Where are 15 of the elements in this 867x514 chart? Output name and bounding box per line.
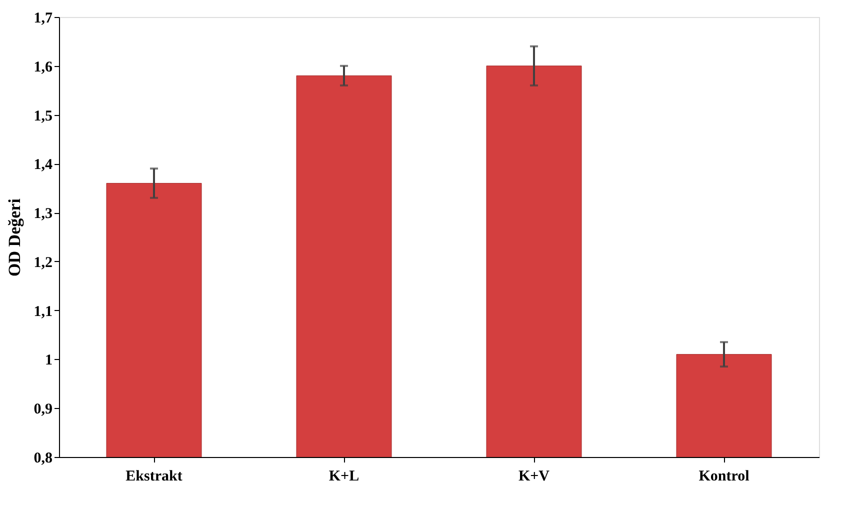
y-tick-label: 1,3 <box>34 206 52 222</box>
y-tick-label: 1,2 <box>34 254 52 271</box>
y-axis-title: OD Değeri <box>4 198 24 276</box>
y-tick-label: 0,9 <box>34 402 52 418</box>
x-tick-label: Ekstrakt <box>126 468 182 484</box>
y-tick-label: 1 <box>45 352 52 369</box>
x-tick-label: Kontrol <box>698 468 750 484</box>
x-tick-label: K+V <box>518 468 550 484</box>
y-tick-label: 1,1 <box>34 304 52 320</box>
x-tick-label: K+L <box>328 468 360 484</box>
y-tick-label: 0,8 <box>34 450 52 466</box>
y-tick-label: 1,4 <box>34 157 53 174</box>
y-tick-label: 1,6 <box>34 59 53 76</box>
y-tick-label: 1,7 <box>34 10 53 26</box>
y-tick-label: 1,5 <box>34 108 52 124</box>
